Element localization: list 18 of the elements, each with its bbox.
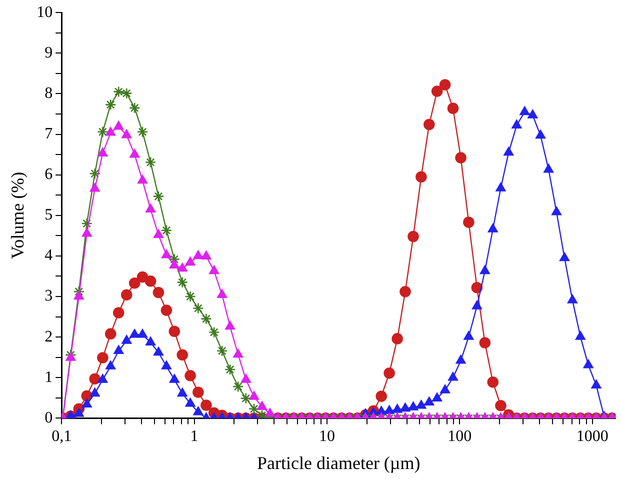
y-tick-label: 2 (44, 328, 53, 346)
y-tick-label: 6 (44, 166, 53, 184)
y-tick-label: 10 (36, 4, 53, 21)
x-tick-label: 10 (318, 428, 335, 446)
y-tick-label: 7 (44, 125, 53, 142)
x-axis-title: Particle diameter (µm) (256, 452, 420, 473)
y-tick-label: 4 (44, 247, 53, 264)
y-tick-label: 0 (44, 409, 53, 426)
x-tick-label: 100 (448, 428, 472, 446)
y-tick-label: 1 (44, 368, 53, 386)
x-tick-label: 1 (190, 428, 198, 446)
y-tick-label: 5 (44, 206, 53, 224)
y-tick-label: 8 (44, 84, 53, 102)
y-axis-title: Volume (%) (8, 172, 28, 259)
y-tick-label: 3 (44, 288, 53, 305)
y-tick-label: 9 (44, 44, 53, 62)
x-tick-label: 1000 (576, 428, 608, 446)
x-tick-label: 0,1 (52, 428, 72, 446)
